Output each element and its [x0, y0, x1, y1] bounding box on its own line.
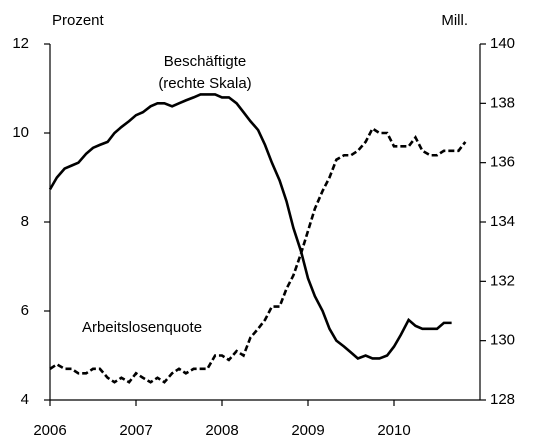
y-axis-label: Prozent [52, 12, 105, 29]
y-tick-label: 12 [12, 35, 29, 52]
y2-tick-label: 136 [490, 154, 515, 171]
y-tick-label: 10 [12, 124, 29, 141]
x-tick-label: 2007 [119, 422, 152, 439]
series-line [48, 93, 452, 360]
y-tick-label: 6 [21, 302, 29, 319]
y2-tick-label: 134 [490, 213, 515, 230]
y2-axis-label: Mill. [441, 12, 468, 29]
annotation: (rechte Skala) [158, 75, 251, 92]
x-tick-label: 2006 [33, 422, 66, 439]
y2-tick-label: 132 [490, 272, 515, 289]
y2-tick-label: 140 [490, 35, 515, 52]
x-tick-label: 2008 [205, 422, 238, 439]
annotation: Beschäftigte [164, 53, 247, 70]
y2-tick-label: 138 [490, 94, 515, 111]
y-tick-label: 8 [21, 213, 29, 230]
y2-tick-label: 130 [490, 332, 515, 349]
annotation: Arbeitslosenquote [82, 319, 202, 336]
x-tick-label: 2010 [377, 422, 410, 439]
x-tick-label: 2009 [291, 422, 324, 439]
y2-tick-label: 128 [490, 391, 515, 408]
y-tick-label: 4 [21, 391, 29, 408]
series-line [49, 126, 467, 384]
